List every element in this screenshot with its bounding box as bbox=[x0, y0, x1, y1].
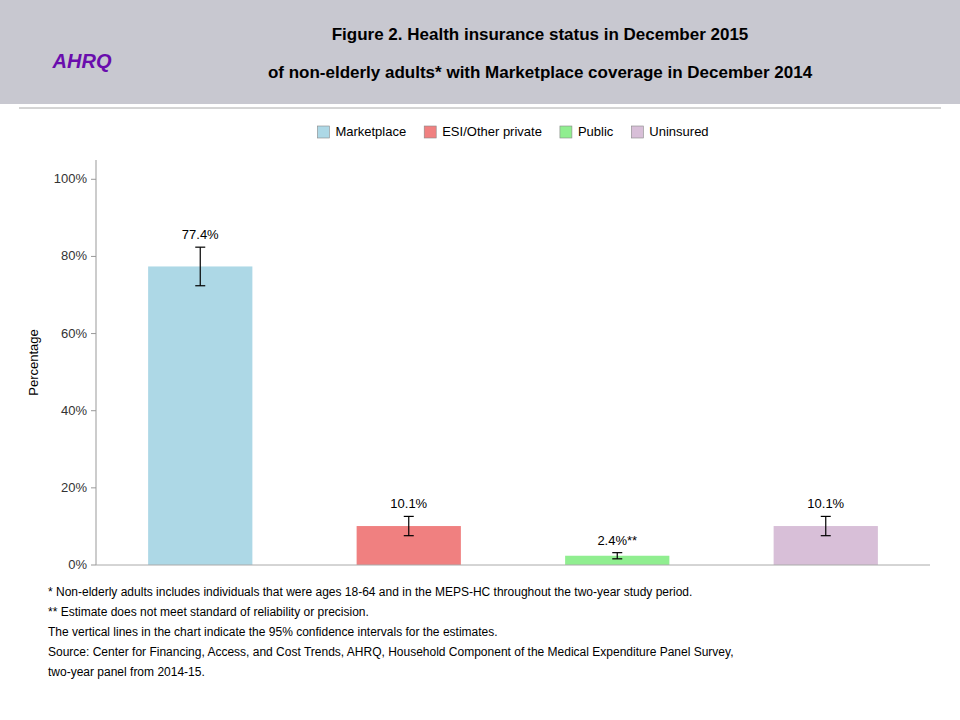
footer: * Non-elderly adults includes individual… bbox=[48, 585, 733, 679]
footnote: Source: Center for Financing, Access, an… bbox=[48, 645, 733, 659]
y-tick-label: 100% bbox=[54, 171, 88, 186]
y-tick-label: 20% bbox=[61, 480, 87, 495]
error-bar bbox=[195, 247, 205, 286]
y-axis-line bbox=[96, 160, 97, 565]
legend-swatch bbox=[560, 126, 572, 138]
y-tick-label: 40% bbox=[61, 403, 87, 418]
y-tick bbox=[91, 179, 96, 180]
y-tick-label: 0% bbox=[68, 557, 87, 572]
chart-container: Figure 2. Health insurance status in Dec… bbox=[0, 0, 960, 720]
legend-label: Uninsured bbox=[649, 124, 708, 139]
footnote: The vertical lines in the chart indicate… bbox=[48, 625, 498, 639]
data-label: 10.1% bbox=[807, 496, 844, 511]
legend-swatch bbox=[424, 126, 436, 138]
legend-label: Public bbox=[578, 124, 614, 139]
data-label: 2.4%** bbox=[597, 533, 637, 548]
y-axis: 0% 20% 40% 60% 80% 100% Percentage bbox=[26, 160, 96, 572]
data-label: 10.1% bbox=[390, 496, 427, 511]
legend-swatch bbox=[317, 126, 329, 138]
y-tick bbox=[91, 487, 96, 488]
logo-text: AHRQ bbox=[52, 50, 112, 72]
y-tick-label: 60% bbox=[61, 326, 87, 341]
y-tick bbox=[91, 410, 96, 411]
x-axis-line bbox=[96, 565, 930, 566]
title: Figure 2. Health insurance status in Dec… bbox=[332, 25, 749, 44]
y-tick-label: 80% bbox=[61, 248, 87, 263]
legend-label: ESI/Other private bbox=[442, 124, 542, 139]
footnote: two-year panel from 2014-15. bbox=[48, 665, 205, 679]
legend-label: Marketplace bbox=[335, 124, 406, 139]
y-tick bbox=[91, 333, 96, 334]
y-axis-label: Percentage bbox=[26, 329, 41, 396]
legend-item: Marketplace bbox=[317, 124, 406, 139]
data-label: 77.4% bbox=[182, 227, 219, 242]
y-tick bbox=[91, 565, 96, 566]
marks bbox=[148, 247, 878, 565]
legend-item: Public bbox=[560, 124, 614, 139]
legend-swatch bbox=[631, 126, 643, 138]
separator bbox=[19, 108, 941, 109]
error-bar bbox=[404, 516, 414, 535]
legend-item: ESI/Other private bbox=[424, 124, 542, 139]
footnote: ** Estimate does not meet standard of re… bbox=[48, 605, 369, 619]
error-bar bbox=[612, 553, 622, 559]
subtitle: of non-elderly adults* with Marketplace … bbox=[268, 63, 813, 82]
error-bar bbox=[821, 516, 831, 535]
legend-item: Uninsured bbox=[631, 124, 708, 139]
legend: Marketplace ESI/Other private Public Uninsu… bbox=[317, 124, 708, 139]
bar bbox=[148, 266, 252, 565]
footnote: * Non-elderly adults includes individual… bbox=[48, 585, 692, 599]
y-tick bbox=[91, 256, 96, 257]
header-background bbox=[0, 0, 960, 104]
chart: Figure 2. Health insurance status in Dec… bbox=[0, 0, 960, 720]
